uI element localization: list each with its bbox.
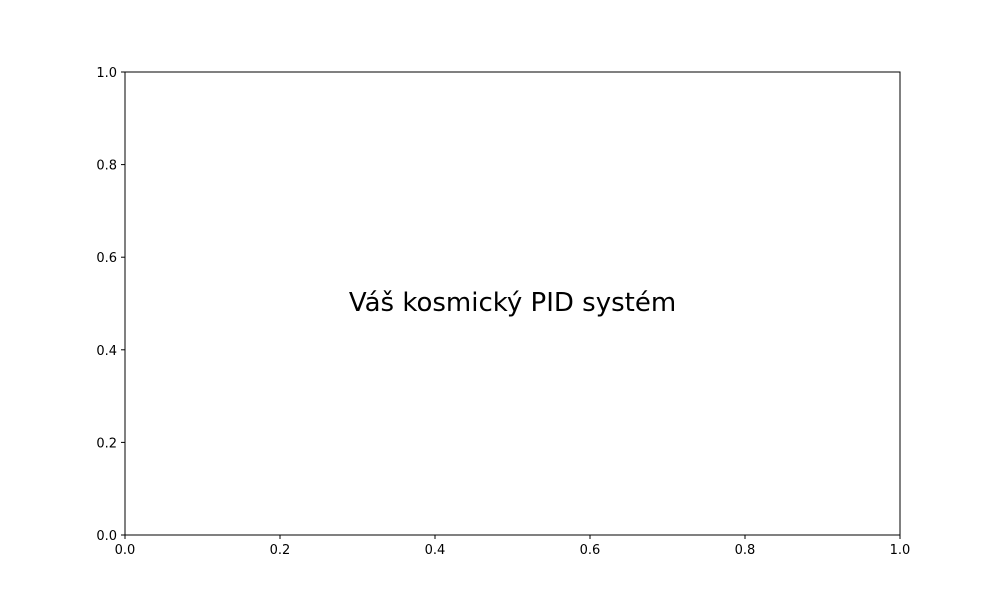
- plot-frame: [124, 71, 901, 536]
- y-tick-label: 0.2: [96, 436, 117, 451]
- y-tick-label: 0.0: [96, 529, 117, 544]
- x-tick-label: 0.4: [425, 543, 446, 558]
- y-axis-ticks: 0.0 0.2 0.4 0.6 0.8 1.0: [96, 66, 125, 544]
- x-tick-label: 1.0: [890, 543, 911, 558]
- plot-area: [125, 72, 900, 535]
- x-tick-label: 0.0: [115, 543, 136, 558]
- y-tick-label: 0.8: [96, 159, 117, 174]
- annotation-text: Váš kosmický PID systém: [349, 288, 676, 318]
- x-tick-label: 0.8: [735, 543, 756, 558]
- x-tick-label: 0.6: [580, 543, 601, 558]
- y-tick-label: 0.6: [96, 251, 117, 266]
- x-axis-ticks: 0.0 0.2 0.4 0.6 0.8 1.0: [115, 535, 911, 558]
- y-tick-label: 1.0: [96, 66, 117, 81]
- y-tick-label: 0.4: [96, 344, 117, 359]
- x-tick-label: 0.2: [270, 543, 291, 558]
